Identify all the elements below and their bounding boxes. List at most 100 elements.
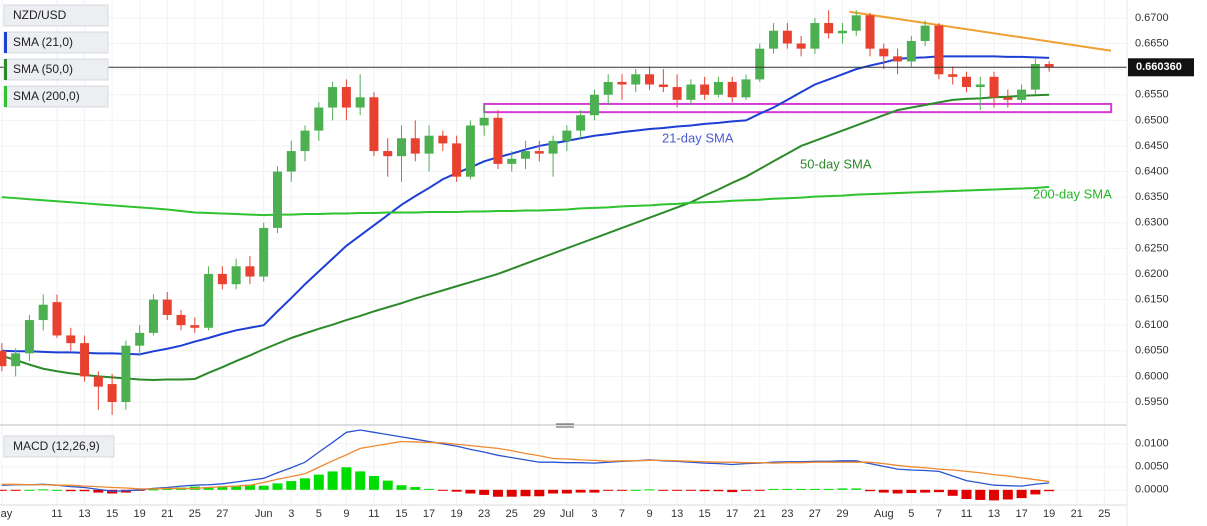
y-tick-label: 0.6100 xyxy=(1135,319,1169,331)
macd-histogram-bar xyxy=(796,488,807,490)
candle-body xyxy=(438,135,448,144)
candle-body xyxy=(782,30,792,44)
candle-body xyxy=(686,84,696,100)
macd-histogram-bar xyxy=(286,481,297,490)
candle-body xyxy=(562,130,572,141)
macd-histogram-bar xyxy=(368,476,379,490)
x-tick-label: 17 xyxy=(726,508,738,520)
candle-body xyxy=(355,97,365,108)
legend: NZD/USD SMA (21,0) SMA (50,0) SMA (200,0) MA… xyxy=(3,4,115,458)
macd-histogram-bar xyxy=(79,489,90,492)
macd-histogram-bar xyxy=(630,489,641,491)
sma-line xyxy=(1,185,1050,217)
y-tick-label: 0.6700 xyxy=(1135,12,1169,24)
x-tick-label: Jul xyxy=(560,508,574,520)
macd-histogram-bar xyxy=(382,480,393,490)
candle-body xyxy=(328,87,338,108)
x-tick-label: 19 xyxy=(450,508,462,520)
candle-body xyxy=(906,40,916,62)
candle-body xyxy=(1003,97,1013,100)
x-tick-label: 19 xyxy=(1043,508,1055,520)
macd-histogram-bar xyxy=(1030,489,1041,495)
x-tick-label: 13 xyxy=(78,508,90,520)
candle-body xyxy=(810,23,820,49)
legend-box xyxy=(3,4,109,27)
candle-body xyxy=(52,302,62,336)
y-tick-label: 0.6500 xyxy=(1135,114,1169,126)
candle-body xyxy=(286,151,296,172)
sma21-label: 21-day SMA xyxy=(662,130,734,145)
legend-swatch xyxy=(4,32,7,53)
macd-histogram-bar xyxy=(741,489,751,491)
candle-body xyxy=(93,376,103,387)
candle-body xyxy=(879,48,889,57)
macd-histogram-bar xyxy=(892,489,903,494)
x-tick-label: May xyxy=(0,508,13,520)
macd-histogram-bar xyxy=(754,489,765,491)
macd-histogram-bar xyxy=(162,488,173,490)
macd-histogram-bar xyxy=(410,487,421,490)
candle-body xyxy=(851,15,861,31)
candle-body xyxy=(465,125,475,177)
candle-body xyxy=(727,81,737,98)
macd-histogram-bar xyxy=(685,489,696,491)
candle-body xyxy=(11,353,21,367)
macd-histogram-bar xyxy=(823,488,834,490)
candle-body xyxy=(837,30,847,34)
x-tick-label: 15 xyxy=(395,508,407,520)
candle-body xyxy=(190,325,200,328)
macd-histogram-bar xyxy=(244,484,255,490)
y-tick-label: 0.5950 xyxy=(1135,396,1169,408)
candle-body xyxy=(824,23,834,34)
x-tick-label: Jun xyxy=(255,508,273,520)
sma-line xyxy=(1,93,1050,381)
x-tick-label: 25 xyxy=(506,508,518,520)
macd-histogram-bar xyxy=(451,489,462,492)
macd-histogram-bar xyxy=(575,489,586,493)
macd-histogram-bar xyxy=(933,489,944,493)
plot xyxy=(0,10,1127,501)
x-tick-label: 11 xyxy=(51,508,62,520)
y-tick-label: 0.0100 xyxy=(1135,438,1169,450)
y-tick-label: 0.6250 xyxy=(1135,242,1169,254)
candle-body xyxy=(989,76,999,98)
x-tick-label: 21 xyxy=(1071,508,1083,520)
y-tick-label: 0.6650 xyxy=(1135,37,1169,49)
macd-histogram-bar xyxy=(658,489,669,491)
candle-body xyxy=(672,87,682,100)
x-tick-label: 23 xyxy=(781,508,793,520)
macd-histogram-bar xyxy=(258,485,269,490)
x-tick-label: 9 xyxy=(343,508,349,520)
macd-histogram-bar xyxy=(616,489,627,491)
legend-text: SMA (50,0) xyxy=(13,62,73,76)
macd-histogram-bar xyxy=(217,487,228,490)
x-tick-label: 3 xyxy=(288,508,294,520)
macd-histogram-bar xyxy=(10,489,21,491)
macd-histogram-bar xyxy=(24,489,35,491)
candle-body xyxy=(148,299,158,333)
candle-body xyxy=(920,25,930,41)
macd-histogram-bar xyxy=(727,489,738,493)
macd-histogram-bar xyxy=(479,489,490,495)
x-tick-label: 5 xyxy=(316,508,322,520)
candle-body xyxy=(645,74,655,85)
candle-body xyxy=(1044,64,1054,68)
candle-body xyxy=(948,74,958,77)
macd-histogram-bar xyxy=(865,489,876,492)
candle-body xyxy=(162,299,172,315)
y-tick-label: 0.6350 xyxy=(1135,191,1169,203)
y-tick-label: 0.6550 xyxy=(1135,89,1169,101)
candle-body xyxy=(397,138,406,157)
candle-body xyxy=(231,266,241,285)
x-tick-label: 17 xyxy=(423,508,435,520)
candle-body xyxy=(975,84,985,88)
macd-histogram-bar xyxy=(38,489,49,491)
candle-body xyxy=(603,81,613,95)
macd-histogram-bar xyxy=(920,489,931,493)
x-tick-label: Aug xyxy=(874,508,894,520)
candle-body xyxy=(700,84,710,95)
macd-histogram-bar xyxy=(1016,489,1027,499)
macd-histogram-bar xyxy=(300,478,311,490)
legend-box xyxy=(3,435,115,458)
